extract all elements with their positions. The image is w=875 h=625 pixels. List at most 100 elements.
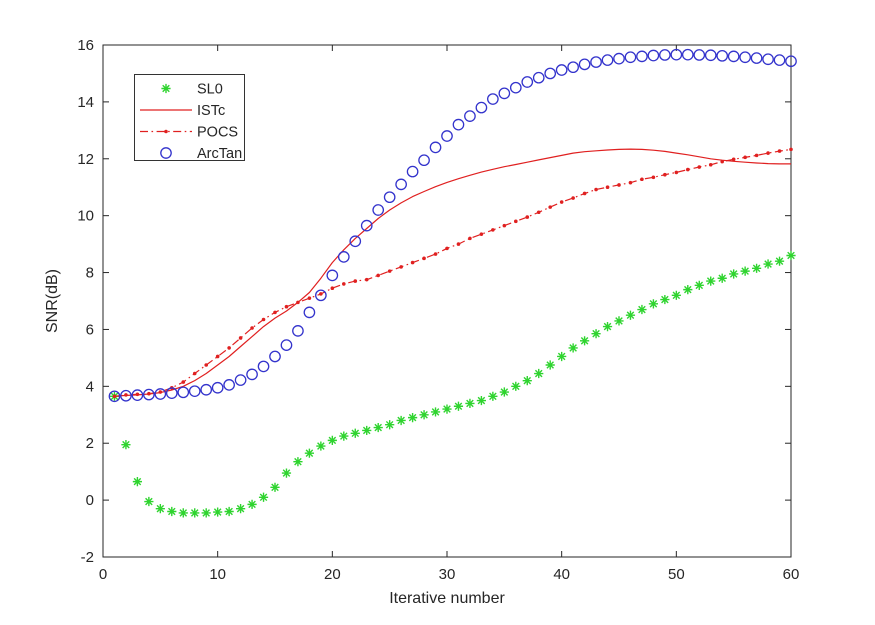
- asterisk-marker: [545, 360, 555, 370]
- asterisk-marker: [408, 413, 418, 423]
- dot-marker: [158, 390, 163, 394]
- asterisk-marker: [476, 395, 486, 406]
- asterisk-marker: [213, 507, 223, 517]
- dot-marker: [238, 336, 243, 340]
- asterisk-marker: [161, 83, 171, 94]
- dot-marker: [330, 286, 335, 291]
- circle-marker: [578, 58, 591, 71]
- asterisk-marker: [625, 310, 636, 320]
- asterisk-marker: [132, 477, 142, 487]
- circle-marker: [120, 389, 132, 402]
- asterisk-marker: [786, 250, 796, 261]
- asterisk-marker: [167, 506, 177, 517]
- dot-marker: [399, 265, 403, 269]
- circle-marker: [223, 379, 235, 391]
- dot-marker: [697, 165, 702, 169]
- asterisk-marker: [614, 316, 624, 326]
- dot-marker: [789, 147, 793, 152]
- dot-marker: [319, 292, 323, 296]
- dot-marker: [514, 219, 518, 224]
- asterisk-marker: [591, 329, 601, 339]
- circle-marker: [269, 350, 281, 363]
- circle-marker: [555, 64, 568, 76]
- legend-label-ArcTan: ArcTan: [197, 146, 242, 162]
- y-tick-label: 12: [77, 151, 94, 168]
- legend-item-ArcTan: ArcTan: [160, 146, 242, 162]
- dot-marker: [445, 246, 449, 251]
- y-tick-label: 2: [86, 435, 94, 452]
- dot-marker: [743, 155, 747, 160]
- dot-marker: [227, 346, 231, 350]
- dot-marker: [731, 157, 736, 162]
- dot-marker: [468, 236, 472, 241]
- asterisk-marker: [178, 508, 188, 518]
- asterisk-marker: [557, 351, 567, 362]
- x-axis-title: Iterative number: [389, 590, 505, 607]
- asterisk-marker: [224, 506, 234, 517]
- circle-marker: [739, 51, 751, 64]
- circle-marker: [681, 48, 694, 61]
- series-ArcTan: [108, 48, 797, 403]
- circle-marker: [160, 147, 172, 159]
- y-tick-label: 16: [77, 37, 94, 54]
- circle-marker: [337, 251, 350, 263]
- x-tick-label: 20: [324, 566, 341, 583]
- circle-marker: [567, 61, 579, 74]
- circle-marker: [257, 360, 270, 373]
- dot-marker: [594, 187, 598, 192]
- asterisk-marker: [522, 376, 532, 386]
- dot-marker: [617, 183, 621, 187]
- asterisk-marker: [316, 441, 326, 451]
- asterisk-marker: [763, 259, 773, 269]
- circle-marker: [590, 56, 602, 68]
- y-tick-label: 6: [86, 321, 94, 338]
- dot-marker: [502, 223, 507, 228]
- asterisk-marker: [717, 273, 727, 283]
- dot-marker: [525, 215, 530, 219]
- asterisk-marker: [236, 504, 246, 514]
- circle-marker: [200, 383, 213, 396]
- asterisk-marker: [155, 504, 165, 514]
- asterisk-marker: [419, 410, 429, 420]
- circle-marker: [498, 87, 511, 100]
- dot-marker: [651, 175, 656, 180]
- dot-marker: [181, 380, 186, 384]
- asterisk-marker: [385, 420, 395, 430]
- dot-marker: [628, 180, 633, 185]
- asterisk-marker: [327, 435, 337, 445]
- dot-marker: [640, 177, 644, 182]
- circle-marker: [188, 385, 201, 398]
- asterisk-marker: [339, 431, 349, 441]
- asterisk-marker: [362, 425, 372, 436]
- asterisk-marker: [121, 440, 131, 450]
- circle-marker: [452, 118, 465, 131]
- dot-marker: [307, 296, 312, 300]
- x-tick-label: 50: [668, 566, 685, 583]
- circle-marker: [475, 101, 488, 114]
- circle-marker: [315, 289, 327, 302]
- dot-marker: [422, 256, 426, 261]
- circle-marker: [509, 81, 522, 94]
- dot-marker: [708, 162, 713, 167]
- dot-marker: [284, 304, 289, 309]
- circle-marker: [647, 49, 660, 62]
- asterisk-marker: [293, 457, 303, 467]
- x-tick-label: 30: [439, 566, 456, 583]
- circle-marker: [234, 374, 247, 386]
- dot-marker: [147, 391, 151, 396]
- asterisk-marker: [774, 256, 785, 266]
- circle-marker: [624, 51, 637, 64]
- circle-marker: [762, 53, 774, 66]
- dot-marker: [273, 310, 277, 315]
- circle-marker: [143, 388, 155, 401]
- dot-marker: [582, 191, 587, 196]
- axis-ticks: 0 10 20 30 40 50 60 -2 0 2 4 6 8 10 12 14 16: [77, 37, 799, 583]
- circle-marker: [131, 389, 144, 402]
- asterisk-marker: [580, 336, 590, 346]
- dot-marker: [491, 228, 495, 232]
- circle-marker: [372, 204, 385, 216]
- dot-marker: [433, 252, 438, 256]
- circle-marker: [773, 54, 786, 66]
- asterisk-marker: [511, 381, 521, 391]
